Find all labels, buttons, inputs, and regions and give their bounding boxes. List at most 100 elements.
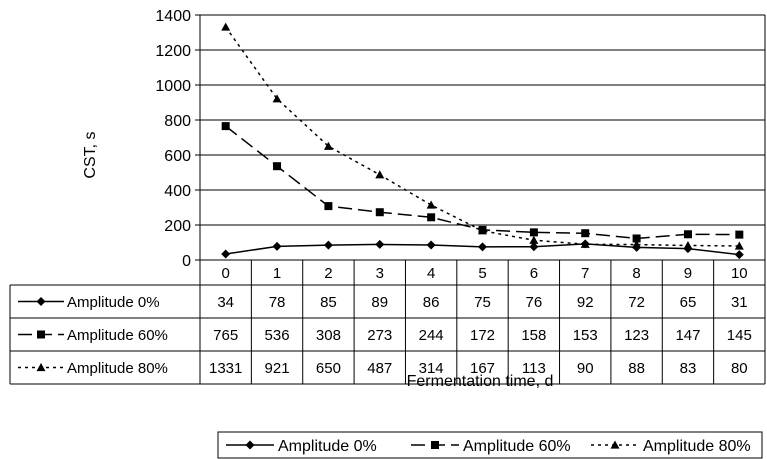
table-legend-key	[18, 297, 64, 306]
table-category-label: 1	[273, 265, 281, 282]
table-category-label: 7	[581, 265, 589, 282]
data-point	[323, 240, 333, 250]
data-point	[529, 228, 538, 237]
data-point	[375, 170, 385, 179]
table-value: 167	[470, 360, 495, 377]
legend-key-marker	[610, 440, 620, 449]
table-value: 145	[727, 327, 752, 344]
table-value: 113	[522, 360, 546, 377]
y-tick-label: 1200	[155, 43, 191, 60]
y-tick-label: 400	[164, 183, 191, 200]
legend-box	[217, 431, 763, 459]
data-point	[683, 230, 692, 239]
table-value: 65	[680, 294, 697, 311]
legend-label: Amplitude 80%	[643, 438, 751, 455]
legend-item: Amplitude 60%	[411, 438, 571, 455]
data-point	[632, 234, 641, 243]
data-point	[426, 200, 436, 209]
legend-key-marker	[245, 440, 255, 450]
data-point	[683, 240, 693, 250]
data-point	[581, 229, 590, 238]
table-value: 1331	[209, 360, 242, 377]
table-category-label: 2	[324, 265, 332, 282]
data-point	[426, 240, 436, 250]
table-value: 123	[624, 327, 649, 344]
series-layer	[221, 22, 744, 260]
table-value: 172	[470, 327, 495, 344]
table-category-label: 3	[376, 265, 384, 282]
table-category-label: 10	[731, 265, 748, 282]
data-point	[221, 122, 230, 131]
table-value: 487	[367, 360, 392, 377]
table-value: 147	[675, 327, 700, 344]
data-point	[735, 230, 744, 239]
table-value: 72	[628, 294, 645, 311]
legend-key-marker	[36, 297, 46, 306]
table-value: 153	[573, 327, 598, 344]
table-value: 31	[731, 294, 748, 311]
data-point	[272, 241, 282, 251]
y-tick-label: 1400	[155, 8, 191, 25]
table-value: 75	[474, 294, 491, 311]
legend-label: Amplitude 60%	[463, 438, 571, 455]
table-value: 765	[213, 327, 238, 344]
legend: Amplitude 0% Amplitude 60% Amplitude 80%	[217, 431, 763, 459]
y-axis: 0 200 400 600 800 1000 1200 1400	[155, 8, 200, 270]
table-series-name: Amplitude 0%	[67, 294, 160, 311]
table-category-label: 4	[427, 265, 435, 282]
data-point	[734, 241, 744, 250]
series-1	[221, 239, 744, 260]
table-category-label: 8	[632, 265, 640, 282]
y-tick-label: 600	[164, 148, 191, 165]
data-point	[478, 226, 487, 235]
data-point	[632, 240, 642, 249]
data-point	[272, 94, 282, 103]
table-value: 244	[419, 327, 444, 344]
table-value: 89	[371, 294, 388, 311]
data-point	[323, 141, 333, 150]
y-axis-label: CST, s	[82, 131, 99, 178]
table-value: 921	[265, 360, 290, 377]
data-point	[734, 250, 744, 260]
series-line	[225, 125, 740, 240]
table-series-name: Amplitude 80%	[67, 360, 168, 377]
data-point	[324, 202, 333, 211]
legend-label: Amplitude 0%	[278, 438, 377, 455]
table-value: 314	[419, 360, 444, 377]
y-tick-label: 0	[182, 253, 191, 270]
y-tick-label: 1000	[155, 78, 191, 95]
series-line	[225, 26, 740, 247]
table-value: 90	[577, 360, 594, 377]
table-value: 650	[316, 360, 341, 377]
series-2	[221, 122, 744, 243]
legend-item: Amplitude 80%	[591, 438, 751, 455]
table-value: 92	[577, 294, 594, 311]
legend-key-marker	[431, 441, 439, 449]
y-tick-label: 200	[164, 218, 191, 235]
data-point	[478, 242, 487, 252]
legend-key-marker	[36, 363, 46, 372]
data-point	[221, 22, 231, 31]
data-point	[427, 213, 436, 222]
table-value: 85	[320, 294, 337, 311]
table-category-label: 5	[478, 265, 486, 282]
legend-item: Amplitude 0%	[226, 438, 377, 455]
table-legend-key	[18, 330, 64, 339]
data-point	[273, 162, 282, 171]
table-value: 78	[269, 294, 286, 311]
table-legend-key	[18, 363, 64, 372]
y-tick-label: 800	[164, 113, 191, 130]
table-category-label: 9	[684, 265, 692, 282]
table-value: 536	[265, 327, 290, 344]
table-category-label: 0	[222, 265, 230, 282]
table-category-label: 6	[530, 265, 538, 282]
table-value: 273	[367, 327, 392, 344]
table-value: 80	[731, 360, 748, 377]
table-series-name: Amplitude 60%	[67, 327, 168, 344]
table-value: 308	[316, 327, 341, 344]
data-point	[529, 242, 539, 252]
plot-frame	[199, 15, 766, 261]
legend-key-marker	[37, 330, 45, 339]
